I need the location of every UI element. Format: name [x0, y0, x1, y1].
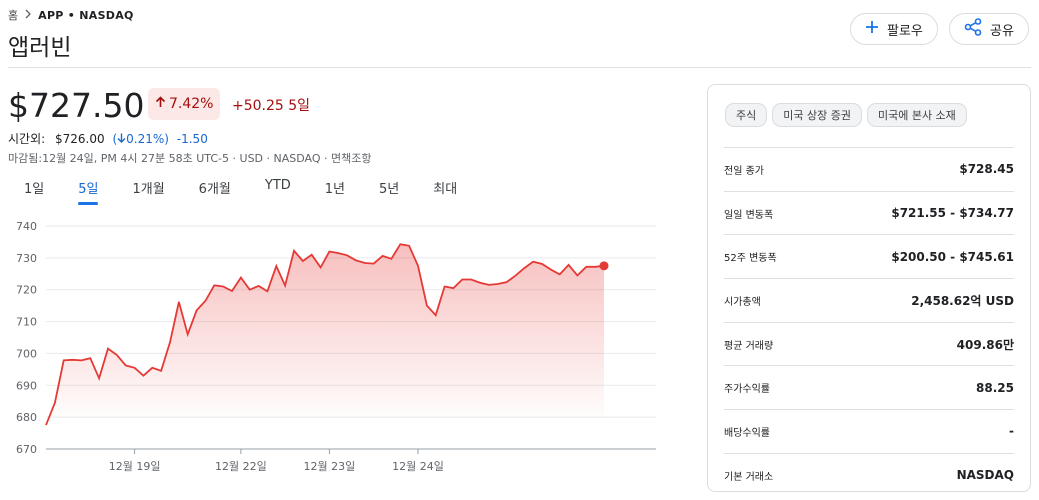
- stat-row: 일일 변동폭 $721.55 - $734.77: [724, 190, 1014, 235]
- y-tick-label: 700: [16, 347, 37, 360]
- tab-6m[interactable]: 6개월: [198, 182, 231, 197]
- market-closed-info: 마감됨:12월 24일, PM 4시 27분 58초 UTC-5 · USD ·…: [8, 152, 372, 165]
- stat-value: NASDAQ: [956, 468, 1014, 483]
- stat-row: 52주 변동폭 $200.50 - $745.61: [724, 234, 1014, 278]
- y-tick-label: 670: [16, 443, 37, 456]
- tab-max[interactable]: 최대: [433, 182, 458, 197]
- stat-label: 전일 종가: [724, 165, 764, 177]
- y-tick-label: 710: [16, 316, 37, 329]
- stat-label: 배당수익률: [724, 427, 770, 439]
- follow-label: 팔로우: [887, 23, 923, 39]
- breadcrumb-symbol: APP • NASDAQ: [38, 8, 134, 22]
- stat-row: 전일 종가 $728.45: [724, 147, 1014, 191]
- stat-row: 배당수익률 -: [724, 409, 1014, 453]
- share-icon: [964, 18, 982, 40]
- breadcrumb-home[interactable]: 홈: [8, 9, 19, 22]
- y-tick-label: 720: [16, 284, 37, 297]
- chevron-right-icon: [24, 9, 32, 22]
- stat-value: $200.50 - $745.61: [891, 249, 1014, 264]
- change-percent: 7.42%: [169, 96, 214, 112]
- x-tick-label: 12월 23일: [304, 459, 356, 473]
- stats-list: 전일 종가 $728.45 일일 변동폭 $721.55 - $734.77 52주…: [724, 147, 1014, 497]
- stat-label: 평균 거래량: [724, 340, 774, 352]
- price-line: [45, 243, 605, 426]
- stat-label: 52주 변동폭: [724, 253, 777, 265]
- range-tabs: 1일 5일 1개월 6개월 YTD 1년 5년 최대: [16, 176, 483, 205]
- stats-panel: 주식 미국 상장 증권 미국에 본사 소재 전일 종가 $728.45 일일 변동…: [707, 84, 1031, 492]
- stat-row: 평균 거래량 409.86만: [724, 321, 1014, 366]
- stat-label: 주가수익률: [724, 384, 770, 396]
- tab-5d[interactable]: 5일: [70, 176, 106, 205]
- share-label: 공유: [990, 23, 1014, 39]
- follow-button[interactable]: 팔로우: [850, 13, 938, 45]
- header-divider: [8, 67, 1031, 68]
- stat-value: $721.55 - $734.77: [891, 206, 1014, 221]
- stat-row: 기본 거래소 NASDAQ: [724, 452, 1014, 497]
- stat-value: -: [1009, 424, 1014, 439]
- stat-label: 기본 거래소: [724, 471, 774, 483]
- tab-1m[interactable]: 1개월: [132, 182, 165, 197]
- tab-1y[interactable]: 1년: [324, 182, 346, 197]
- after-hours-label: 시간외:: [8, 132, 46, 146]
- tab-1d[interactable]: 1일: [24, 182, 45, 197]
- after-hours-change: -1.50: [176, 132, 208, 146]
- page-title: 앱러빈: [8, 35, 72, 61]
- plus-icon: [865, 20, 879, 38]
- tab-ytd[interactable]: YTD: [264, 178, 291, 193]
- y-tick-label: 690: [16, 379, 37, 392]
- current-price: $727.50: [8, 86, 145, 125]
- stat-value: $728.45: [959, 162, 1014, 177]
- price-chart[interactable]: 740 730 720 710 700 690 680 670 12월 19일 12월 22일 1…: [0, 210, 680, 500]
- x-tick-label: 12월 24일: [392, 459, 444, 473]
- chip-stock[interactable]: 주식: [725, 103, 768, 127]
- last-price-dot: [599, 261, 609, 271]
- category-chips: 주식 미국 상장 증권 미국에 본사 소재: [725, 103, 967, 127]
- stat-label: 시가총액: [724, 296, 761, 308]
- breadcrumb: 홈 APP • NASDAQ: [8, 7, 134, 23]
- after-hours: 시간외: $726.00 (0.21%) -1.50: [8, 132, 208, 146]
- y-tick-label: 740: [16, 220, 37, 233]
- x-tick-label: 12월 22일: [215, 459, 267, 473]
- stat-row: 시가총액 2,458.62억 USD: [724, 278, 1014, 322]
- y-tick-label: 730: [16, 252, 37, 265]
- stat-value: 2,458.62억 USD: [911, 293, 1014, 308]
- arrow-down-icon: [117, 132, 126, 146]
- price-area: [46, 244, 604, 426]
- change-percent-badge: 7.42%: [148, 88, 221, 120]
- stat-row: 주가수익률 88.25: [724, 365, 1014, 409]
- after-hours-percent: 0.21%: [126, 132, 165, 146]
- arrow-up-icon: [155, 96, 166, 112]
- share-button[interactable]: 공유: [949, 13, 1029, 45]
- x-tick-label: 12월 19일: [109, 459, 161, 473]
- after-hours-price: $726.00: [55, 132, 105, 146]
- chip-us-hq[interactable]: 미국에 본사 소재: [866, 103, 967, 127]
- stat-value: 88.25: [976, 380, 1014, 395]
- change-absolute: +50.25 5일: [232, 98, 311, 114]
- stat-value: 409.86만: [956, 337, 1014, 352]
- stat-label: 일일 변동폭: [724, 209, 774, 221]
- y-tick-label: 680: [16, 411, 37, 424]
- tab-5y[interactable]: 5년: [379, 182, 400, 197]
- chip-us-listed[interactable]: 미국 상장 증권: [772, 103, 862, 127]
